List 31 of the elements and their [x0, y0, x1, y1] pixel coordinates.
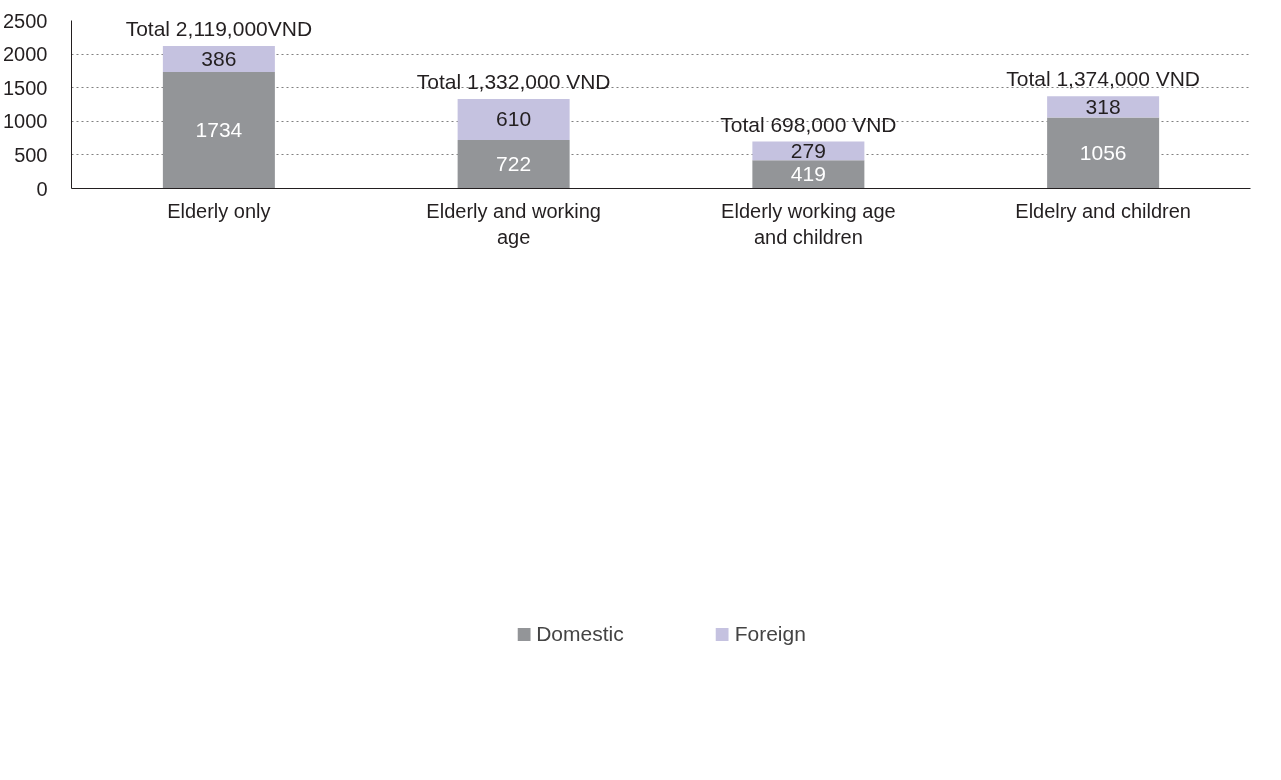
bar	[457, 139, 570, 189]
data-label: 1056	[1079, 141, 1127, 165]
bar	[752, 160, 865, 189]
x-tick-label: Eldelry and children	[1015, 199, 1191, 222]
data-label: 318	[1085, 94, 1121, 118]
x-tick-label: Elderly working age and children	[721, 199, 896, 248]
data-label: 722	[496, 152, 532, 176]
bar	[457, 98, 570, 140]
x-tick-label: Elderly and working age	[426, 199, 601, 248]
y-tick-label: 500	[14, 143, 48, 166]
data-label: 419	[790, 162, 826, 186]
y-tick-label: 1000	[3, 110, 48, 133]
bar	[162, 46, 275, 72]
data-label: 386	[201, 47, 237, 71]
y-tick-label: 2000	[3, 43, 48, 66]
bar	[1047, 117, 1160, 189]
y-tick-label: 1500	[3, 76, 48, 99]
bar	[1047, 96, 1160, 118]
total-label: Total 698,000 VND	[720, 112, 897, 136]
y-tick-label: 0	[36, 177, 48, 200]
y-tick-label: 2500	[3, 9, 48, 32]
bar	[162, 71, 275, 189]
legend-label: Foreign	[734, 622, 806, 646]
data-label: 610	[496, 107, 532, 131]
total-label: Total 1,374,000 VND	[1006, 67, 1201, 91]
total-label: Total 2,119,000VND	[125, 17, 313, 41]
x-tick-label: Elderly only	[167, 199, 271, 222]
legend-label: Domestic	[536, 622, 624, 646]
data-label: 279	[790, 138, 826, 162]
data-label: 1734	[195, 118, 243, 142]
total-label: Total 1,332,000 VND	[416, 69, 611, 93]
